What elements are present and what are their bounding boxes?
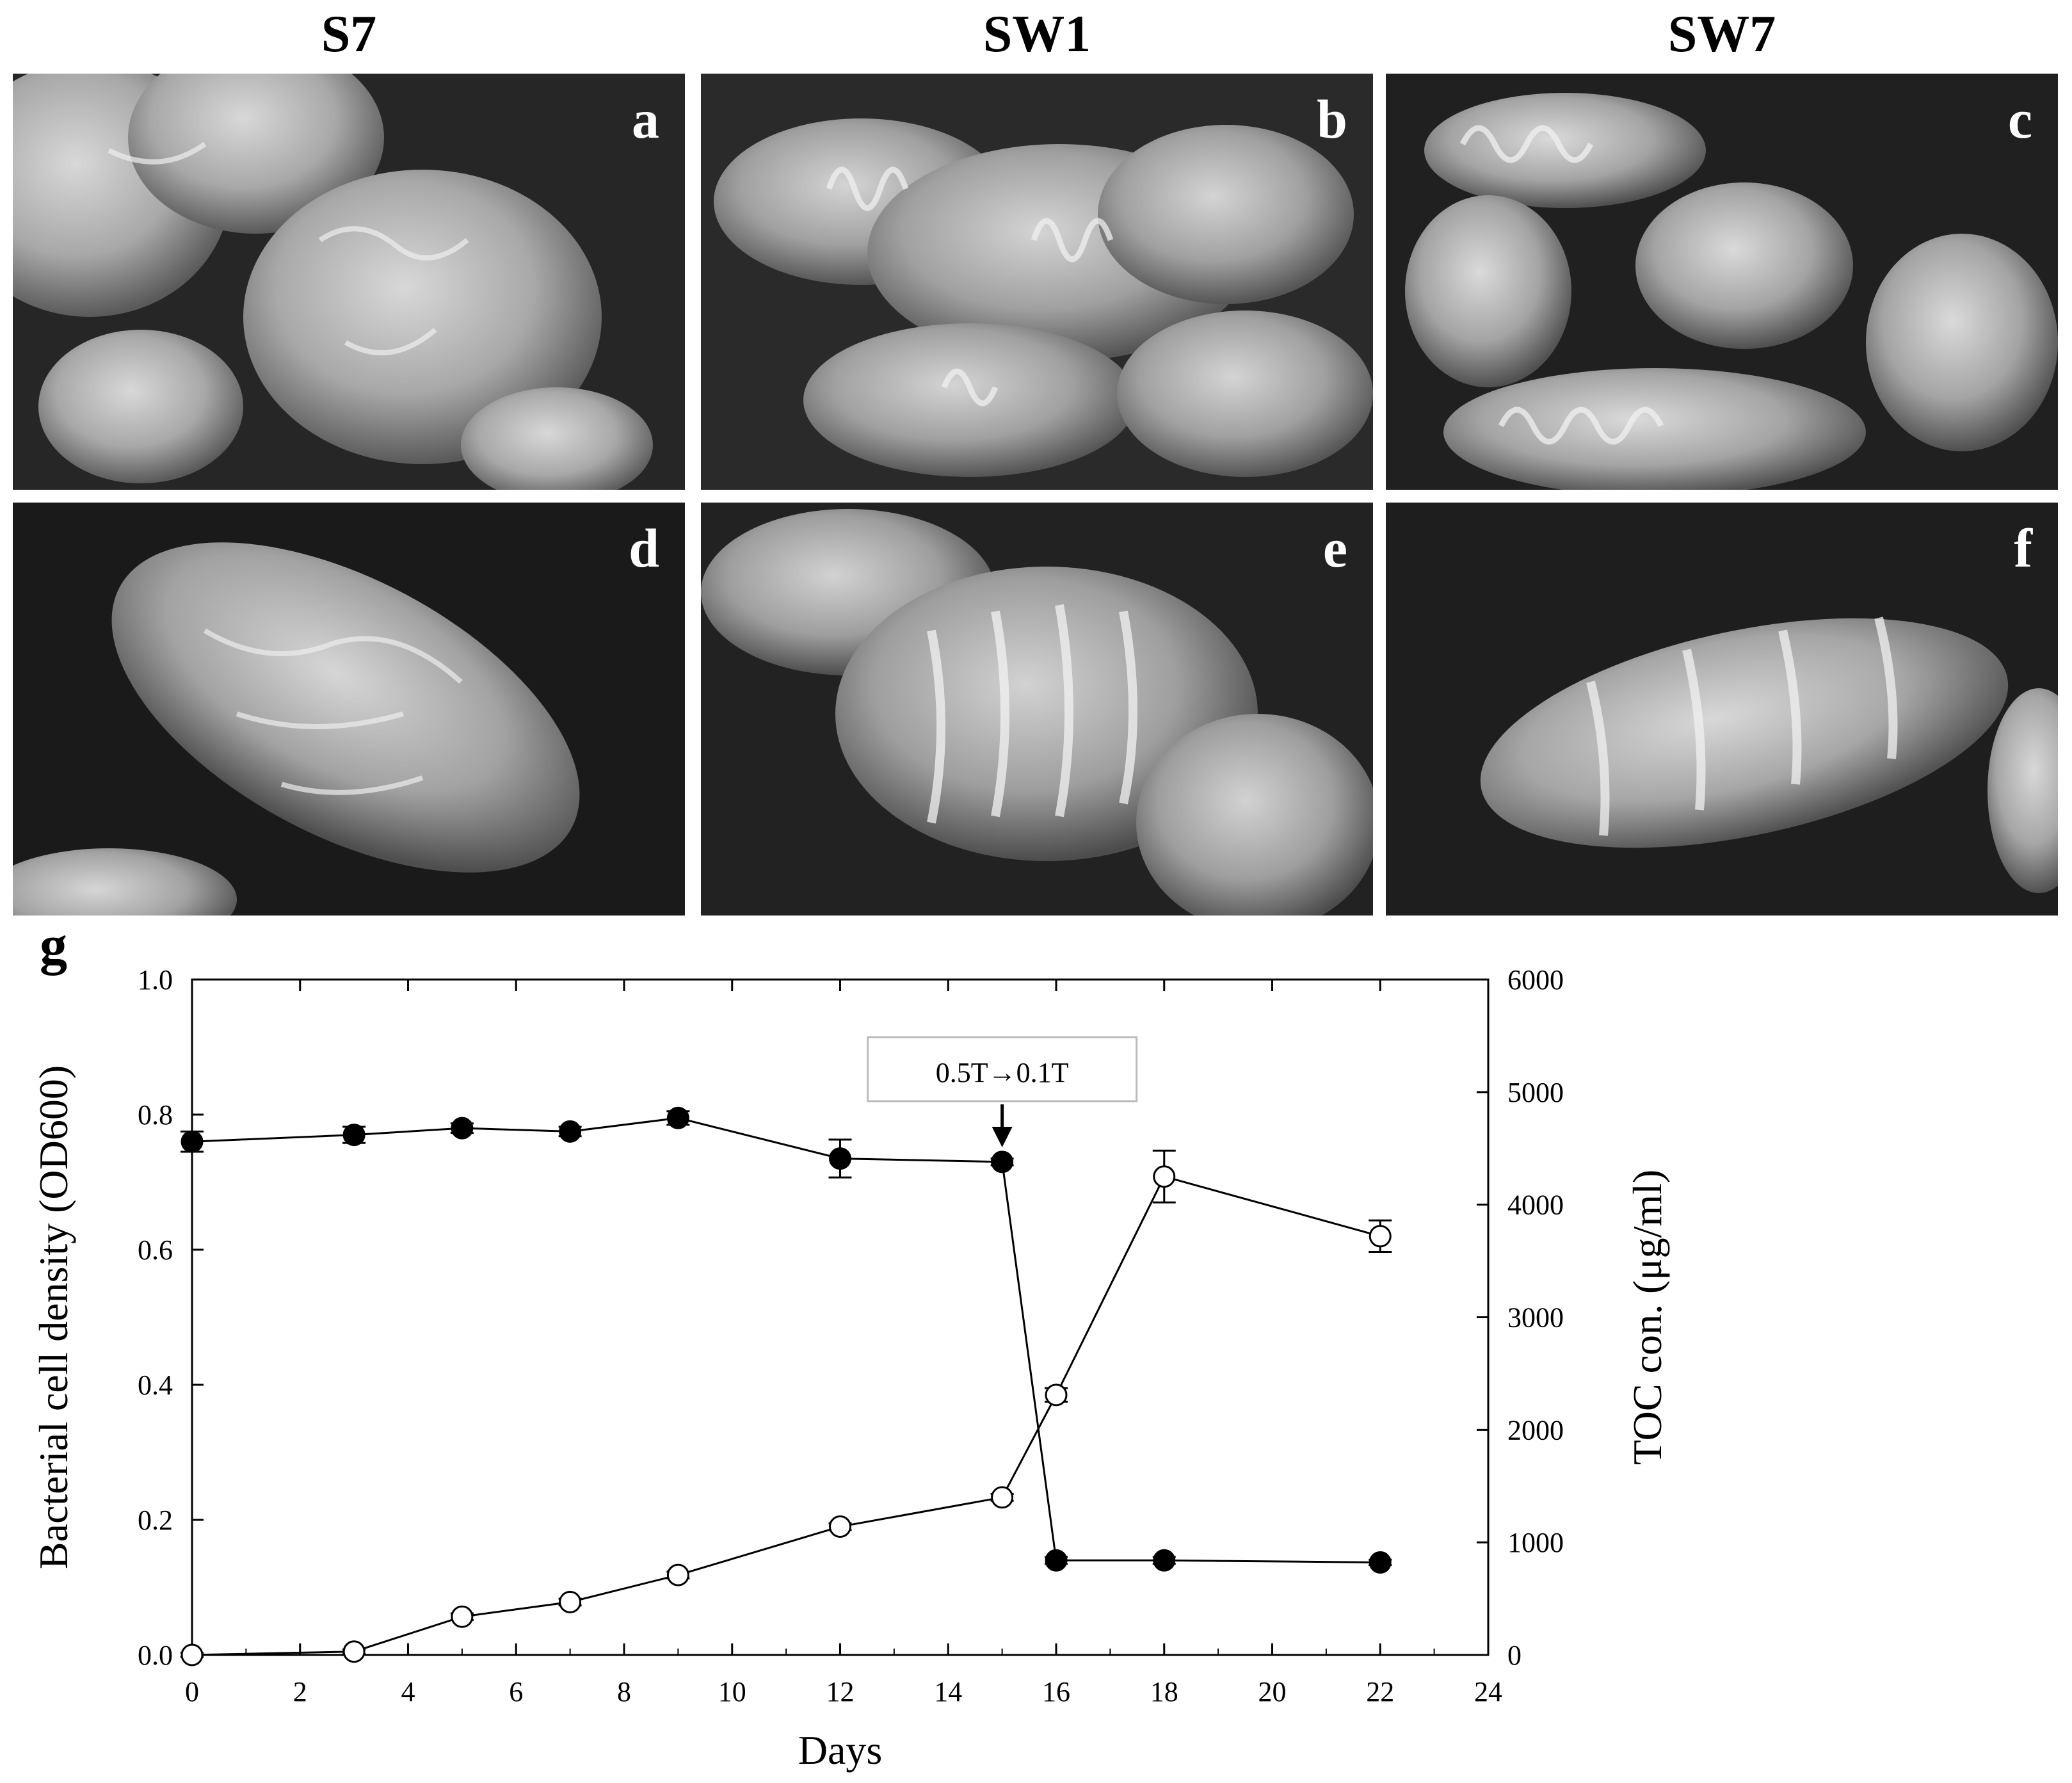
panel-letter-b: b	[1317, 88, 1347, 150]
y-left-tick-label: 0.6	[138, 1234, 173, 1266]
x-tick-label: 12	[826, 1676, 855, 1707]
sem-panel-f: f	[1386, 503, 2058, 916]
toc-series-line	[191, 1175, 1381, 1656]
toc-series-point	[1045, 1384, 1068, 1407]
x-tick-label: 6	[509, 1676, 523, 1707]
x-tick-label: 0	[185, 1676, 199, 1707]
toc-series-point	[829, 1515, 851, 1538]
x-tick-label: 8	[617, 1676, 631, 1707]
y-right-axis-label: TOC con. (μg/ml)	[1625, 1170, 1670, 1465]
sem-panel-b: b	[701, 74, 1373, 490]
x-tick-label: 2	[293, 1676, 307, 1707]
toc-series-point	[342, 1640, 365, 1663]
toc-series-point	[991, 1486, 1014, 1509]
sem-image-aggregated-cells	[13, 74, 685, 490]
annotation-arrow-head	[992, 1127, 1013, 1147]
sem-image-spiral-cells	[1386, 74, 2058, 490]
toc-series-point	[451, 1605, 474, 1628]
panel-letter-c: c	[2007, 88, 2032, 150]
od-series-point	[451, 1117, 474, 1140]
y-right-tick-label: 1000	[1507, 1527, 1564, 1558]
od-series-point	[342, 1124, 365, 1147]
y-left-tick-label: 0.2	[138, 1505, 173, 1536]
panel-letter-a: a	[632, 88, 659, 150]
od-series-line	[191, 1117, 1381, 1563]
column-title-sw7: SW7	[1667, 4, 1776, 63]
toc-series-point	[666, 1563, 689, 1586]
x-tick-label: 18	[1150, 1676, 1178, 1707]
od-series-point	[1369, 1551, 1392, 1574]
y-right-tick-label: 6000	[1507, 964, 1564, 996]
sem-panel-d: d	[13, 503, 685, 916]
sem-panel-e: e	[701, 503, 1373, 916]
y-right-tick-label: 0	[1507, 1640, 1522, 1671]
annotation-label: 0.5T→0.1T	[936, 1057, 1069, 1088]
x-tick-label: 4	[401, 1676, 415, 1707]
sem-panel-c: c	[1386, 74, 2058, 490]
toc-series-point	[1153, 1165, 1176, 1188]
sem-image-spiral-cells	[701, 74, 1373, 490]
column-title-s7: S7	[321, 4, 377, 63]
od-series-point	[1045, 1549, 1068, 1572]
sem-image-single-cell	[13, 503, 685, 916]
y-left-tick-label: 0.8	[138, 1099, 173, 1131]
od-series-point	[991, 1150, 1014, 1174]
y-right-tick-label: 5000	[1507, 1077, 1564, 1108]
x-tick-label: 10	[718, 1676, 746, 1707]
toc-series-point	[559, 1590, 582, 1613]
x-axis-label: Days	[798, 1727, 883, 1773]
panel-letter-d: d	[629, 517, 659, 579]
growth-chart: g 0 2 4 6 8 10 12 14 16 18 20 22 240.00.20.40.60.81.…	[31, 922, 1670, 1773]
plot-frame	[191, 978, 1490, 1656]
chart-panel-letter: g	[40, 922, 67, 976]
sem-image-single-spiral-cell	[1386, 503, 2058, 916]
od-series-point	[829, 1147, 851, 1170]
panel-letter-f: f	[2014, 517, 2032, 579]
y-right-tick-label: 3000	[1507, 1302, 1564, 1334]
panel-letter-e: e	[1322, 517, 1347, 579]
toc-series-point	[1369, 1225, 1392, 1248]
sem-image-single-spiral-cell	[701, 503, 1373, 916]
od-series-point	[1153, 1549, 1176, 1572]
od-series-point	[181, 1130, 204, 1153]
y-left-tick-label: 1.0	[138, 964, 173, 996]
y-right-tick-label: 4000	[1507, 1190, 1564, 1221]
y-left-tick-label: 0.4	[138, 1369, 173, 1401]
x-tick-label: 24	[1474, 1676, 1502, 1707]
column-title-sw1: SW1	[983, 4, 1091, 63]
toc-series-point	[181, 1643, 204, 1666]
y-right-tick-label: 2000	[1507, 1414, 1564, 1446]
sem-panel-a: a	[13, 74, 685, 490]
od-series-point	[666, 1106, 689, 1129]
od-series-point	[559, 1120, 582, 1143]
x-tick-label: 20	[1258, 1676, 1287, 1707]
y-left-axis-label: Bacterial cell density (OD600)	[31, 1065, 76, 1569]
annotation-box	[867, 1036, 1138, 1102]
x-tick-label: 22	[1366, 1676, 1394, 1707]
x-tick-label: 14	[934, 1676, 962, 1707]
x-tick-label: 16	[1042, 1676, 1070, 1707]
y-left-tick-label: 0.0	[138, 1640, 173, 1671]
